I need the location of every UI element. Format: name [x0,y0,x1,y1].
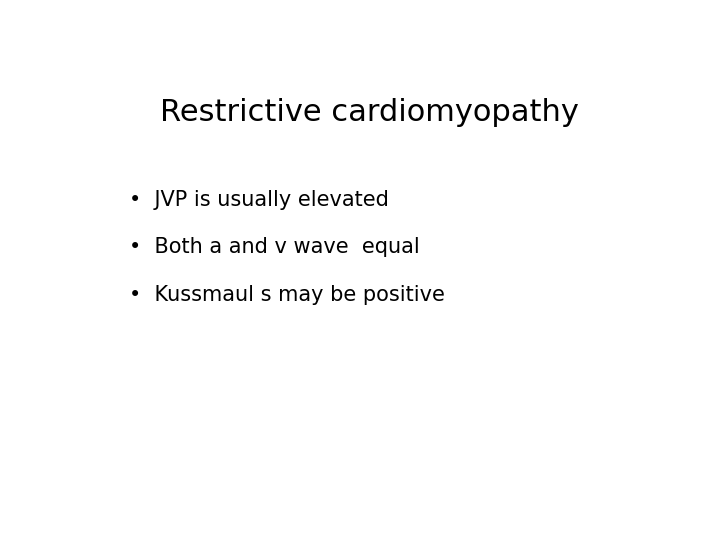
Text: •  Both a and v wave  equal: • Both a and v wave equal [129,238,420,258]
Text: Restrictive cardiomyopathy: Restrictive cardiomyopathy [160,98,578,127]
Text: •  JVP is usually elevated: • JVP is usually elevated [129,190,389,210]
Text: •  Kussmaul s may be positive: • Kussmaul s may be positive [129,285,445,305]
